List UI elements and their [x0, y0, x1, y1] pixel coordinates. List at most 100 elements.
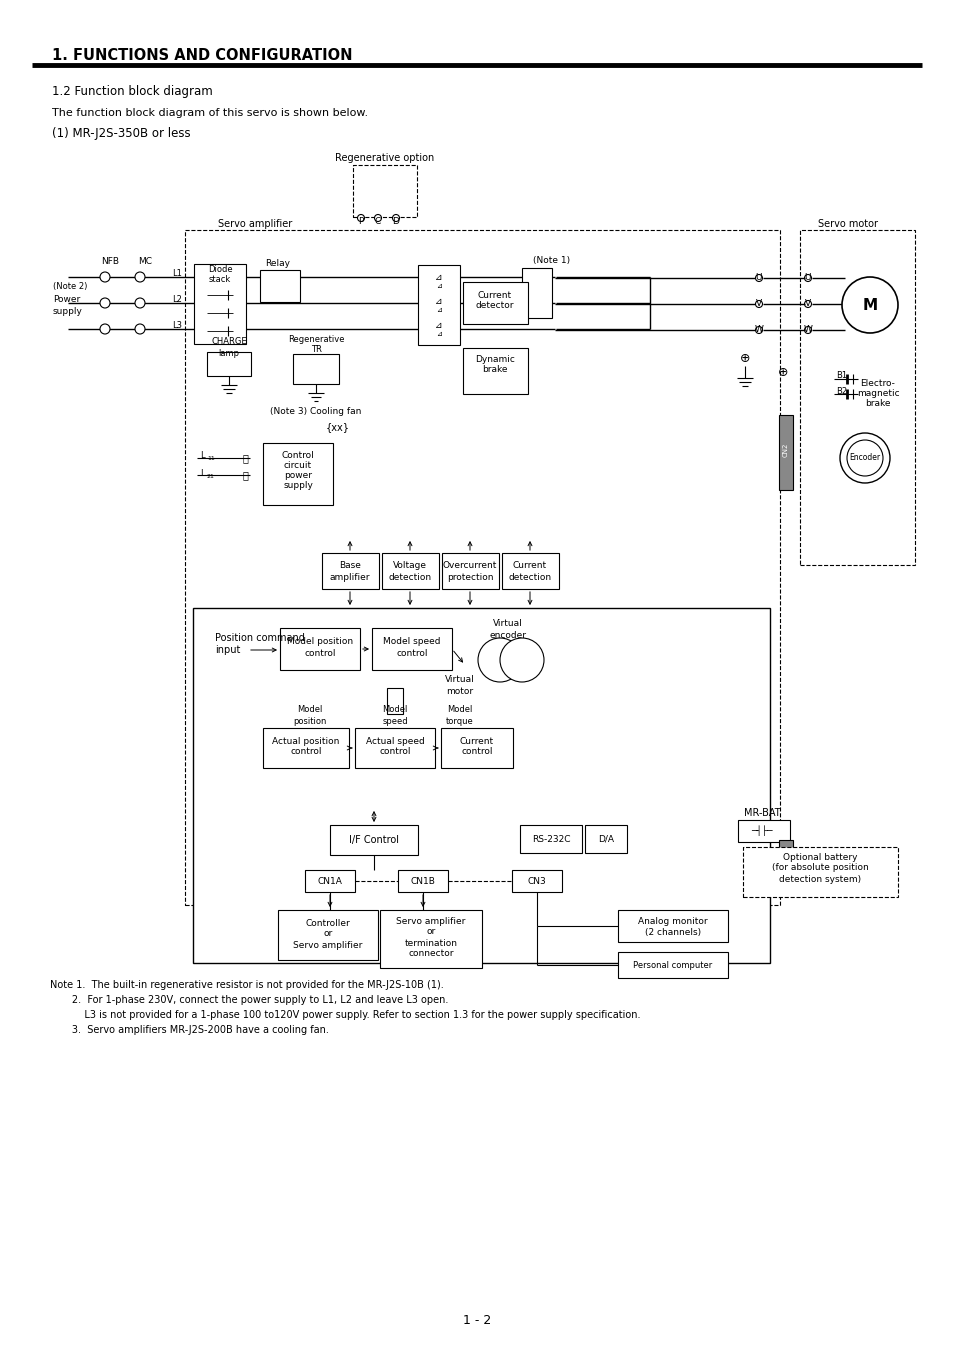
Text: Voltage: Voltage [393, 560, 427, 570]
Polygon shape [218, 325, 228, 336]
Text: Electro-: Electro- [860, 378, 895, 387]
Bar [293, 354, 338, 383]
Bar [381, 554, 438, 589]
Text: RS-232C: RS-232C [531, 834, 570, 844]
Text: C: C [375, 216, 381, 225]
Bar [742, 846, 897, 896]
Bar [372, 628, 452, 670]
Text: P: P [358, 216, 363, 225]
Text: amplifier: amplifier [330, 572, 370, 582]
Text: L3: L3 [172, 321, 182, 331]
Text: Current: Current [477, 290, 512, 300]
Text: Current: Current [513, 560, 546, 570]
Text: Analog monitor: Analog monitor [638, 918, 707, 926]
Text: 1.2 Function block diagram: 1.2 Function block diagram [52, 85, 213, 99]
Text: Model position: Model position [287, 637, 353, 647]
Text: L2: L2 [172, 296, 182, 305]
Bar [353, 165, 416, 217]
Circle shape [392, 215, 399, 221]
Text: MC: MC [138, 258, 152, 266]
Bar [440, 728, 513, 768]
Circle shape [803, 274, 811, 282]
Bar [280, 628, 359, 670]
Text: TR: TR [311, 346, 321, 355]
Circle shape [755, 327, 761, 333]
Text: MR-BAT: MR-BAT [743, 809, 780, 818]
Circle shape [755, 301, 761, 308]
Text: 本: 本 [242, 454, 248, 463]
Text: M: M [862, 297, 877, 312]
Text: 21: 21 [207, 474, 214, 478]
Text: Virtual: Virtual [445, 675, 475, 684]
Circle shape [100, 324, 110, 333]
Text: Model speed: Model speed [383, 637, 440, 647]
Text: input: input [214, 645, 240, 655]
Text: circuit: circuit [284, 460, 312, 470]
Circle shape [100, 298, 110, 308]
Bar [193, 608, 769, 963]
Text: L3 is not provided for a 1-phase 100 to120V power supply. Refer to section 1.3 f: L3 is not provided for a 1-phase 100 to1… [50, 1010, 639, 1021]
Bar [800, 230, 914, 566]
Text: Model: Model [382, 706, 407, 714]
Circle shape [755, 274, 761, 282]
Circle shape [375, 215, 381, 221]
Circle shape [135, 324, 145, 333]
Text: 本: 本 [242, 470, 248, 481]
Circle shape [499, 639, 543, 682]
Bar [462, 348, 527, 394]
Text: L: L [200, 451, 204, 459]
Bar [417, 265, 459, 346]
Bar [462, 282, 527, 324]
Text: V: V [804, 300, 810, 309]
Text: Position command: Position command [214, 633, 305, 643]
Text: ⊿: ⊿ [435, 321, 442, 331]
Text: (Note 1): (Note 1) [533, 255, 570, 265]
Circle shape [846, 440, 882, 477]
Text: Actual speed: Actual speed [365, 737, 424, 747]
Text: ⊿: ⊿ [435, 297, 442, 306]
Text: ─┤├─: ─┤├─ [750, 826, 772, 837]
Circle shape [803, 301, 811, 308]
Text: B1: B1 [835, 371, 846, 381]
Text: W: W [754, 325, 762, 335]
Text: CN2: CN2 [782, 443, 788, 458]
Bar [387, 688, 402, 714]
Text: Power: Power [53, 294, 80, 304]
Text: 1. FUNCTIONS AND CONFIGURATION: 1. FUNCTIONS AND CONFIGURATION [52, 47, 352, 62]
Text: ⊕: ⊕ [777, 366, 787, 378]
Bar [263, 443, 333, 505]
Text: Relay: Relay [265, 259, 290, 269]
Text: 1 - 2: 1 - 2 [462, 1314, 491, 1327]
Bar [263, 728, 349, 768]
Bar [738, 819, 789, 842]
Text: power: power [284, 471, 312, 479]
Text: (2 channels): (2 channels) [644, 929, 700, 937]
Text: protection: protection [446, 572, 493, 582]
Circle shape [357, 215, 364, 221]
Text: 11: 11 [207, 455, 214, 460]
Text: control: control [395, 648, 427, 657]
Bar [305, 869, 355, 892]
Text: 3.  Servo amplifiers MR-J2S-200B have a cooling fan.: 3. Servo amplifiers MR-J2S-200B have a c… [50, 1025, 329, 1035]
Text: control: control [379, 748, 411, 756]
Bar [521, 269, 552, 319]
Text: V: V [755, 300, 761, 309]
Text: NFB: NFB [101, 258, 119, 266]
Text: Note 1.  The built-in regenerative resistor is not provided for the MR-J2S-10B (: Note 1. The built-in regenerative resist… [50, 980, 443, 990]
Bar [618, 910, 727, 942]
Bar [260, 270, 299, 302]
Text: Model: Model [297, 706, 322, 714]
Text: U: U [755, 274, 761, 282]
Text: CN1B: CN1B [410, 876, 435, 886]
Bar [207, 352, 251, 377]
Bar [379, 910, 481, 968]
Text: lamp: lamp [218, 348, 239, 358]
Bar [779, 414, 792, 490]
Bar [355, 728, 435, 768]
Text: Control: Control [281, 451, 314, 459]
Text: control: control [460, 748, 493, 756]
Text: (1) MR-J2S-350B or less: (1) MR-J2S-350B or less [52, 127, 191, 140]
Circle shape [477, 639, 521, 682]
Text: L: L [200, 468, 204, 478]
Text: I/F Control: I/F Control [349, 836, 398, 845]
